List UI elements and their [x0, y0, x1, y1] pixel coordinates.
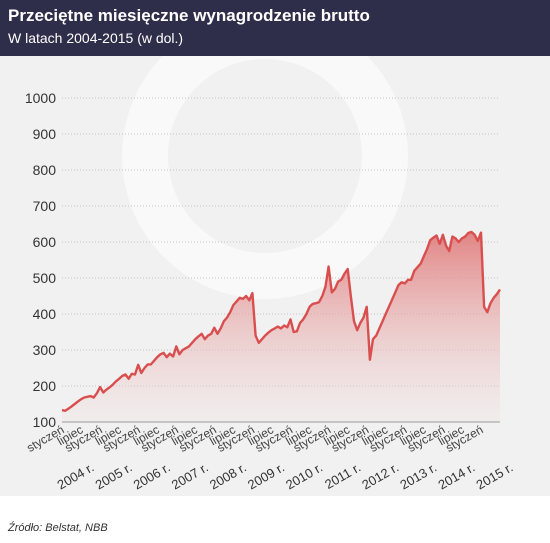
y-tick-label: 300	[33, 342, 57, 358]
chart-header: Przeciętne miesięczne wynagrodzenie brut…	[0, 0, 550, 56]
plot-area	[61, 230, 501, 422]
x-year-label: 2004 r.	[55, 460, 97, 493]
y-tick-label: 200	[33, 378, 57, 394]
x-year-label: 2008 r.	[207, 460, 249, 493]
x-year-label: 2014 r.	[435, 460, 477, 493]
chart-subtitle: W latach 2004-2015 (w dol.)	[8, 30, 184, 46]
x-year-label: 2007 r.	[169, 460, 211, 493]
y-axis: 100 200 300 400 500 600 700 800 900 1000	[25, 90, 56, 430]
x-year-label: 2015 r.	[474, 460, 516, 493]
source-note: Źródło: Belstat, NBB	[8, 522, 108, 534]
y-tick-label: 800	[33, 162, 57, 178]
y-tick-label: 400	[33, 306, 57, 322]
series-area	[62, 231, 500, 422]
y-tick-label: 700	[33, 198, 57, 214]
y-tick-label: 500	[33, 270, 57, 286]
x-year-label: 2013 r.	[397, 460, 439, 493]
y-tick-label: 1000	[25, 90, 56, 106]
x-axis: styczeńlipiecstyczeńlipiecstyczeńlipiecs…	[24, 421, 516, 493]
x-year-label: 2010 r.	[283, 460, 325, 493]
x-year-label: 2012 r.	[359, 460, 401, 493]
x-year-label: 2006 r.	[131, 460, 173, 493]
y-tick-label: 100	[33, 414, 57, 430]
chart-title: Przeciętne miesięczne wynagrodzenie brut…	[8, 6, 370, 25]
x-year-label: 2009 r.	[245, 460, 287, 493]
watermark-logo	[122, 56, 408, 299]
area-chart: 100 200 300 400 500 600 700 800 900 1000 styczeńl…	[24, 56, 516, 493]
x-year-label: 2005 r.	[93, 460, 135, 493]
series-line	[61, 230, 501, 412]
y-tick-label: 900	[33, 126, 57, 142]
x-year-label: 2011 r.	[322, 460, 363, 492]
y-tick-label: 600	[33, 234, 57, 250]
